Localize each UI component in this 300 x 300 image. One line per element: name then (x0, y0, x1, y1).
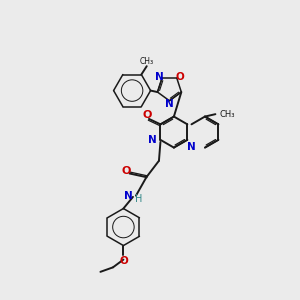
Text: N: N (148, 135, 157, 145)
Text: N: N (155, 71, 164, 82)
Text: H: H (135, 194, 142, 204)
Text: CH₃: CH₃ (220, 110, 235, 119)
Text: O: O (119, 256, 128, 266)
Text: N: N (124, 191, 133, 201)
Text: O: O (122, 166, 131, 176)
Text: N: N (165, 99, 174, 109)
Text: CH₃: CH₃ (140, 57, 154, 66)
Text: O: O (176, 71, 184, 82)
Text: O: O (143, 110, 152, 120)
Text: N: N (187, 142, 196, 152)
